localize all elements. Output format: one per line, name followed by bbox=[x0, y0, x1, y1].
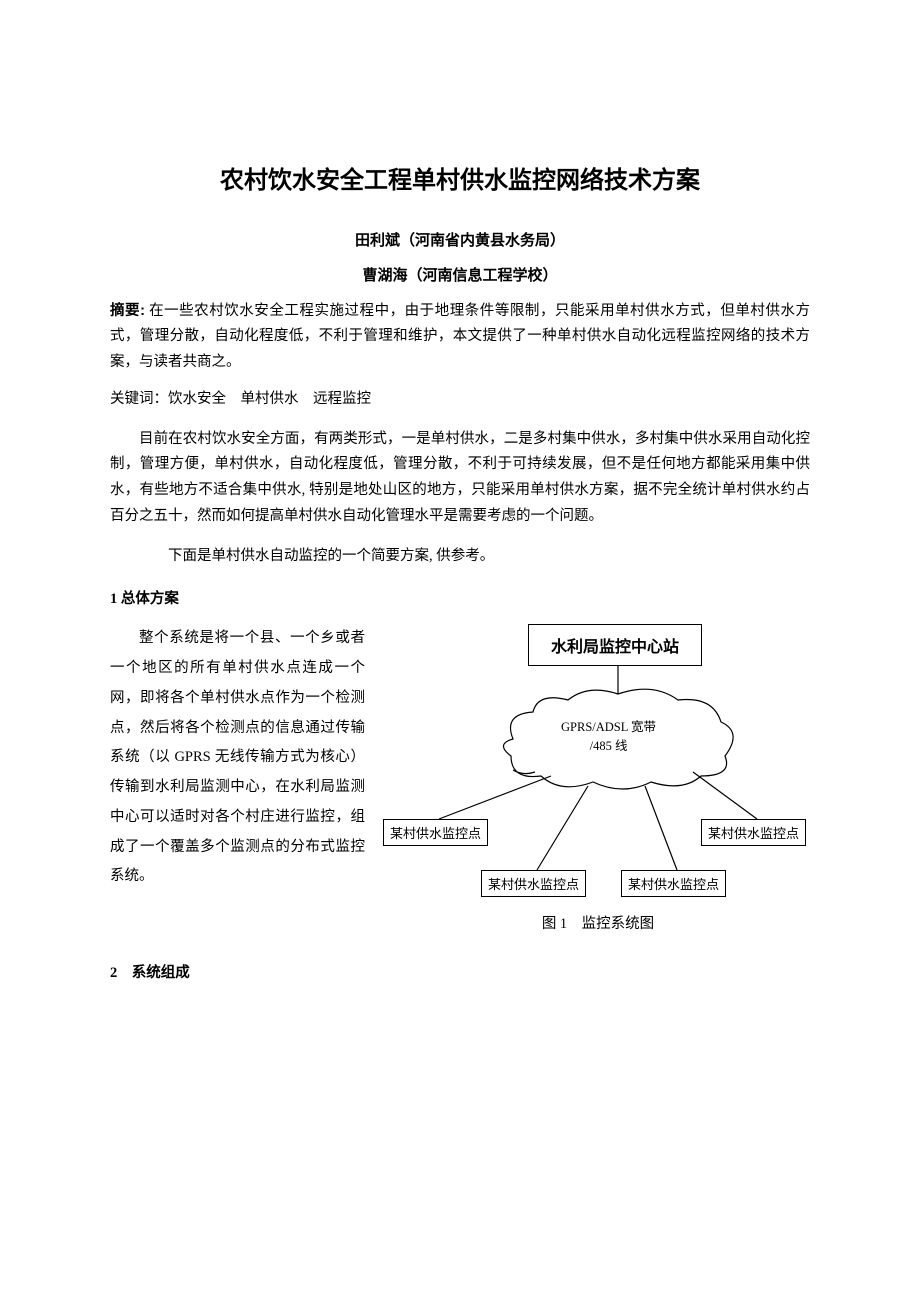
section1-body-text: 整个系统是将一个县、一个乡或者一个地区的所有单村供水点连成一个网，即将各个单村供… bbox=[110, 624, 365, 891]
figure-1-caption: 图 1 监控系统图 bbox=[383, 912, 813, 933]
diagram-node-center: 水利局监控中心站 bbox=[528, 624, 702, 666]
cloud-label-line2: /485 线 bbox=[561, 737, 656, 756]
keywords-line: 关键词：饮水安全 单村供水 远程监控 bbox=[110, 387, 810, 412]
document-page: 农村饮水安全工程单村供水监控网络技术方案 田利斌（河南省内黄县水务局） 曹湖海（… bbox=[0, 0, 920, 1302]
abstract-label: 摘要: bbox=[110, 303, 145, 319]
section-heading-2: 2 系统组成 bbox=[110, 961, 810, 982]
abstract-text: 在一些农村饮水安全工程实施过程中，由于地理条件等限制，只能采用单村供水方式，但单… bbox=[110, 303, 810, 370]
author-line-1: 田利斌（河南省内黄县水务局） bbox=[110, 229, 810, 250]
author-line-2: 曹湖海（河南信息工程学校） bbox=[110, 264, 810, 285]
cloud-label-line1: GPRS/ADSL 宽带 bbox=[561, 718, 656, 737]
section-heading-1: 1 总体方案 bbox=[110, 587, 810, 608]
paper-title: 农村饮水安全工程单村供水监控网络技术方案 bbox=[110, 160, 810, 195]
diagram-svg-links bbox=[383, 624, 813, 904]
monitoring-system-diagram: 水利局监控中心站 GPRS/ADSL 宽带 /485 线 某村供水监控点 某村供… bbox=[383, 624, 813, 904]
section1-two-column: 整个系统是将一个县、一个乡或者一个地区的所有单村供水点连成一个网，即将各个单村供… bbox=[110, 624, 810, 933]
diagram-node-village-1: 某村供水监控点 bbox=[383, 819, 488, 846]
abstract-block: 摘要: 在一些农村饮水安全工程实施过程中，由于地理条件等限制，只能采用单村供水方… bbox=[110, 299, 810, 375]
figure-1-wrapper: 水利局监控中心站 GPRS/ADSL 宽带 /485 线 某村供水监控点 某村供… bbox=[383, 624, 813, 933]
diagram-node-village-3: 某村供水监控点 bbox=[621, 870, 726, 897]
intro-tail: 下面是单村供水自动监控的一个简要方案, 供参考。 bbox=[110, 544, 810, 570]
diagram-node-village-4: 某村供水监控点 bbox=[701, 819, 806, 846]
diagram-cloud-label: GPRS/ADSL 宽带 /485 线 bbox=[561, 718, 656, 756]
diagram-node-village-2: 某村供水监控点 bbox=[481, 870, 586, 897]
intro-paragraph: 目前在农村饮水安全方面，有两类形式，一是单村供水，二是多村集中供水，多村集中供水… bbox=[110, 427, 810, 530]
